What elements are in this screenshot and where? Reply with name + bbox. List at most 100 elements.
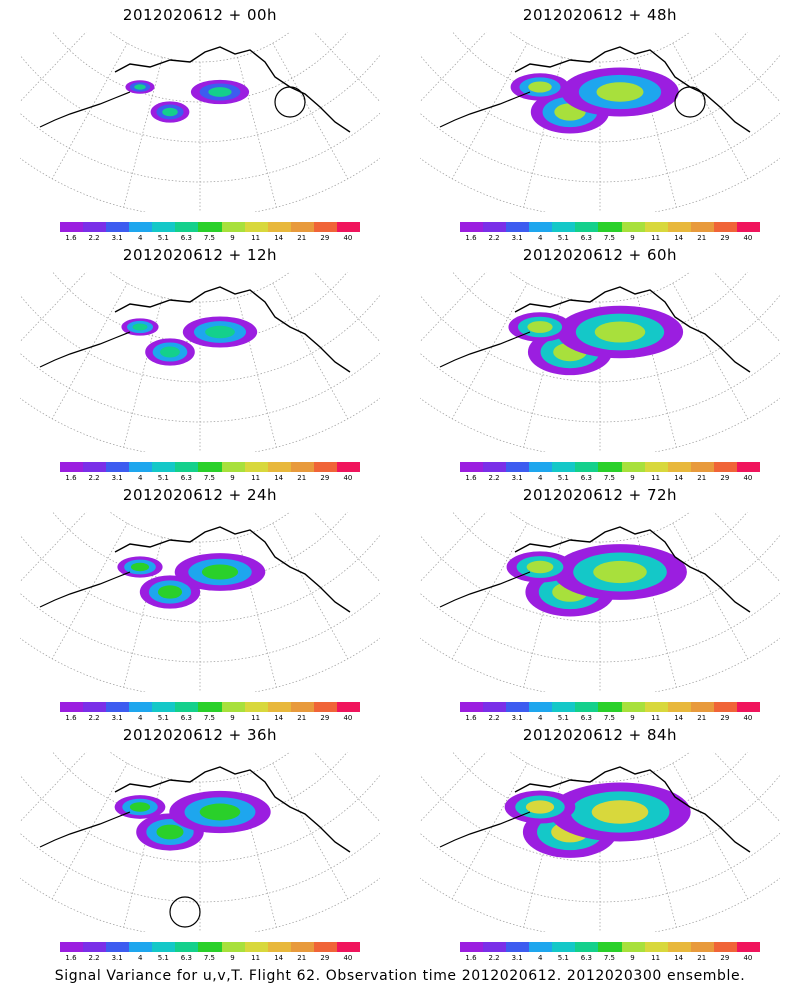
variance-contour — [201, 564, 239, 580]
colorbar-swatch — [506, 702, 530, 712]
colorbar-tick-label: 5.1 — [157, 234, 169, 242]
coastline — [114, 526, 351, 613]
colorbar-swatch — [575, 222, 599, 232]
polar-projection-map — [20, 32, 380, 212]
variance-field — [117, 553, 266, 609]
colorbar-swatch — [60, 942, 84, 952]
colorbar-swatch — [529, 942, 553, 952]
variance-contour — [156, 824, 184, 840]
coastline — [439, 91, 531, 128]
map-panel: 2012020612 + 00h 1.6 2.2 3.1 4 5.1 6.3 7.5 9 11 14… — [0, 0, 400, 242]
graticule — [20, 752, 380, 932]
colorbar-tick-label: 21 — [697, 234, 707, 242]
colorbar-swatch — [221, 702, 245, 712]
colorbar-swatch — [198, 222, 222, 232]
graticule — [20, 272, 380, 452]
colorbar-swatch — [336, 462, 361, 472]
map-panel: 2012020612 + 48h 1.6 2.2 3.1 4 5.1 6.3 7.5 9 11 14… — [400, 0, 800, 242]
colorbar-swatch — [483, 462, 507, 472]
colorbar-tick-label: 6.3 — [580, 954, 592, 962]
observation-circle — [274, 86, 306, 118]
colorbar-swatch — [152, 942, 176, 952]
variance-contour — [162, 107, 178, 117]
colorbar-tick-label: 7.5 — [603, 714, 616, 722]
coastline — [439, 331, 531, 368]
colorbar-swatch — [221, 942, 245, 952]
colorbar-tick-label: 29 — [720, 474, 730, 482]
colorbar-swatch — [267, 702, 291, 712]
colorbar-tick-label: 14 — [274, 474, 284, 482]
colorbar-tick-label: 40 — [343, 954, 353, 962]
colorbar-swatch — [267, 942, 291, 952]
colorbar-tick-label: 3.1 — [511, 234, 523, 242]
variance-field — [508, 305, 684, 376]
colorbar-tick-label: 29 — [720, 234, 730, 242]
colorbar-swatch — [736, 702, 761, 712]
colorbar-swatch — [575, 702, 599, 712]
colorbar-tick-label: 29 — [720, 954, 730, 962]
colorbar-swatch — [106, 942, 130, 952]
colorbar-swatch — [83, 222, 107, 232]
colorbar-tick-label: 4 — [137, 234, 143, 242]
colorbar-tick-label: 21 — [297, 474, 307, 482]
variance-field — [510, 67, 679, 134]
colorbar-swatch — [290, 942, 314, 952]
colorbar-swatch — [152, 222, 176, 232]
colorbar-tick-label: 40 — [743, 954, 753, 962]
colorbar-tick-label: 21 — [697, 474, 707, 482]
colorbar-tick-label: 40 — [343, 714, 353, 722]
colorbar-tick-label: 11 — [251, 474, 261, 482]
colorbar-swatch — [106, 702, 130, 712]
colorbar-swatch — [267, 462, 291, 472]
colorbar-swatch — [598, 462, 622, 472]
colorbar-swatch — [83, 462, 107, 472]
colorbar-tick-label: 11 — [651, 714, 661, 722]
colorbar-swatch — [290, 222, 314, 232]
colorbar-tick-label: 14 — [674, 474, 684, 482]
coastline — [439, 571, 531, 608]
polar-projection-map — [420, 272, 780, 452]
colorbar-tick-label: 11 — [251, 234, 261, 242]
colorbar-tick-label: 14 — [274, 714, 284, 722]
colorbar-swatch — [198, 942, 222, 952]
colorbar-tick-label: 1.6 — [65, 954, 77, 962]
map-panel: 2012020612 + 24h 1.6 2.2 3.1 4 5.1 6.3 7.5 9 11 14… — [0, 480, 400, 722]
colorbar-tick-label: 4 — [137, 714, 143, 722]
colorbar-swatch — [736, 462, 761, 472]
variance-contour — [528, 81, 552, 93]
colorbar-tick-label: 11 — [251, 714, 261, 722]
colorbar-swatch — [621, 462, 645, 472]
variance-contour — [134, 84, 146, 90]
colorbar-swatch — [552, 702, 576, 712]
colorbar-swatch — [483, 702, 507, 712]
colorbar-swatch — [667, 462, 691, 472]
colorbar-tick-label: 7.5 — [203, 474, 216, 482]
colorbar-swatch — [83, 702, 107, 712]
coastline — [39, 811, 131, 848]
colorbar-tick-label: 14 — [674, 714, 684, 722]
variance-contour — [160, 346, 180, 358]
colorbar-tick-label: 4 — [537, 474, 543, 482]
colorbar-tick-label: 3.1 — [111, 714, 123, 722]
colorbar — [60, 942, 361, 952]
variance-field — [504, 782, 691, 858]
colorbar-tick-label: 7.5 — [203, 714, 216, 722]
variance-field — [121, 316, 258, 366]
colorbar-tick-label: 9 — [230, 714, 235, 722]
polar-projection-map — [420, 512, 780, 692]
colorbar-swatch — [336, 702, 361, 712]
variance-field — [506, 544, 687, 617]
colorbar-tick-label: 6.3 — [180, 954, 192, 962]
panel-title: 2012020612 + 48h — [522, 6, 678, 24]
panel-title: 2012020612 + 00h — [122, 6, 278, 24]
colorbar-tick-label: 21 — [697, 954, 707, 962]
colorbar-swatch — [460, 462, 484, 472]
variance-contour — [527, 321, 553, 333]
colorbar-tick-label: 9 — [630, 714, 635, 722]
colorbar-swatch — [336, 942, 361, 952]
coastline — [514, 286, 751, 373]
colorbar-tick-label: 2.2 — [88, 234, 100, 242]
colorbar-swatch — [506, 462, 530, 472]
colorbar-ticks: 1.6 2.2 3.1 4 5.1 6.3 7.5 9 11 14 21 29 40 — [452, 234, 782, 244]
colorbar-tick-label: 40 — [743, 234, 753, 242]
